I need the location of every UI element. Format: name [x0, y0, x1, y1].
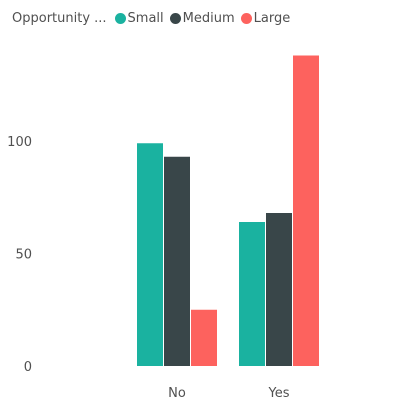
- x-tick-label-yes: Yes: [268, 386, 290, 401]
- y-tick-label-50: 50: [15, 248, 32, 263]
- legend-swatch-small: [114, 12, 126, 24]
- legend-swatch-large: [240, 12, 252, 24]
- y-axis: 0 50 100: [7, 135, 32, 375]
- legend-label-large: Large: [253, 10, 291, 26]
- bar-yes-medium[interactable]: [266, 213, 292, 366]
- bar-yes-small[interactable]: [239, 222, 265, 366]
- legend-title: Opportunity ...: [12, 10, 107, 26]
- legend-item-large[interactable]: Large: [240, 10, 291, 26]
- legend-swatch-medium: [169, 12, 181, 24]
- legend-item-medium[interactable]: Medium: [169, 10, 235, 26]
- y-tick-label-100: 100: [7, 135, 32, 150]
- legend-label-medium: Medium: [182, 10, 235, 26]
- bar-no-medium[interactable]: [164, 156, 190, 366]
- x-tick-label-no: No: [168, 386, 186, 401]
- plot-area: [137, 55, 319, 367]
- legend-label-small: Small: [127, 10, 164, 26]
- legend-item-small[interactable]: Small: [114, 10, 164, 26]
- bar-yes-large[interactable]: [293, 55, 319, 367]
- x-axis: No Yes: [168, 386, 290, 401]
- bar-no-large[interactable]: [191, 309, 217, 366]
- chart-legend: Opportunity ... Small Medium Large: [12, 8, 296, 28]
- y-tick-label-0: 0: [24, 360, 32, 375]
- bar-no-small[interactable]: [137, 143, 163, 366]
